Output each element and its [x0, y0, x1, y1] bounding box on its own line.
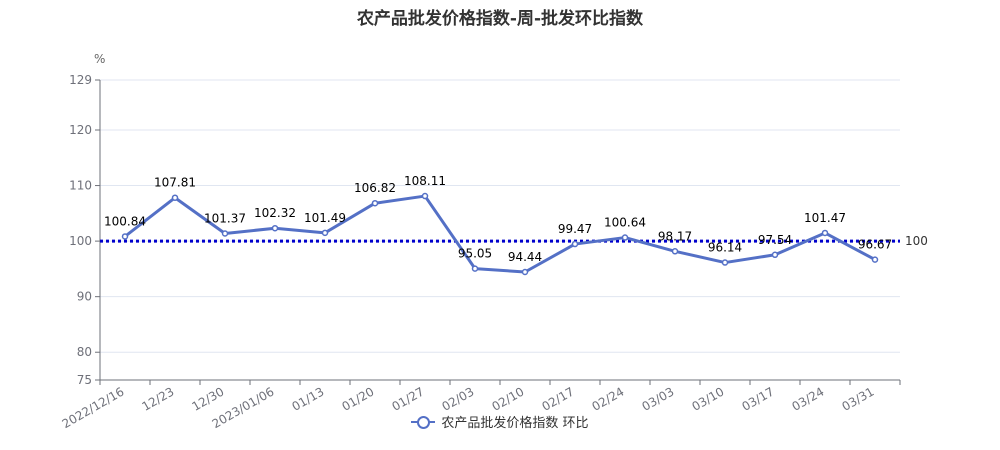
data-label: 96.14 [708, 241, 742, 255]
x-tick-label: 01/20 [340, 384, 377, 413]
data-label: 100.64 [604, 216, 646, 230]
x-tick-label: 12/23 [140, 384, 177, 413]
legend-label: 农产品批发价格指数 环比 [441, 416, 589, 431]
x-tick-label: 12/30 [190, 384, 227, 413]
x-tick-label: 03/03 [640, 384, 677, 413]
data-point [121, 233, 129, 240]
data-label: 108.11 [404, 174, 446, 188]
data-point [221, 230, 229, 237]
data-point [821, 229, 829, 237]
x-tick-label: 03/10 [690, 384, 727, 413]
data-point [471, 265, 479, 272]
data-point [771, 251, 779, 259]
data-point [721, 259, 729, 266]
data-point [521, 268, 529, 276]
y-tick-label: 80 [77, 345, 92, 359]
data-point [421, 192, 429, 200]
data-label: 107.81 [154, 176, 196, 190]
reference-line-group: 100 [100, 234, 928, 248]
x-tick-label: 01/27 [390, 384, 427, 413]
reference-line-label: 100 [905, 234, 928, 248]
series-line [124, 194, 876, 274]
y-axis-unit: % [94, 52, 106, 66]
x-tick-label: 01/13 [290, 384, 327, 413]
y-tick-label: 110 [69, 179, 92, 193]
data-label: 101.49 [304, 211, 346, 225]
x-tick-label: 03/24 [790, 384, 827, 413]
data-point [571, 240, 579, 248]
data-point [871, 256, 879, 263]
data-label: 98.17 [658, 229, 692, 243]
data-label: 94.44 [508, 250, 542, 264]
x-tick-label: 02/17 [540, 384, 577, 413]
data-label: 106.82 [354, 181, 396, 195]
data-label: 96.67 [858, 238, 892, 252]
data-point [621, 234, 629, 241]
data-label: 95.05 [458, 247, 492, 261]
x-tick-label: 02/03 [440, 384, 477, 413]
legend[interactable]: 农产品批发价格指数 环比 [0, 412, 1000, 431]
series-group [121, 192, 879, 276]
x-tick-label: 03/17 [740, 384, 777, 413]
y-tick-label: 100 [69, 234, 92, 248]
data-point [671, 248, 679, 255]
x-tick-label: 03/31 [840, 384, 877, 413]
chart-title: 农产品批发价格指数-周-批发环比指数 [356, 9, 644, 29]
data-point [321, 229, 329, 237]
y-tick-label: 90 [77, 290, 92, 304]
y-tick-label: 120 [69, 123, 92, 137]
y-tick-label: 129 [69, 73, 92, 87]
data-label: 102.32 [254, 206, 296, 220]
data-labels: 100.84 107.81 101.37 102.32 101.49 106.82 108.… [104, 174, 892, 264]
x-tick-label: 02/24 [590, 384, 627, 413]
y-tick-label: 75 [77, 373, 92, 387]
data-label: 100.84 [104, 214, 146, 228]
x-tick-label: 02/10 [490, 384, 527, 413]
data-point [271, 224, 279, 232]
data-point [171, 194, 179, 201]
data-point [371, 199, 379, 207]
data-label: 97.54 [758, 233, 792, 247]
legend-line-icon [411, 415, 436, 429]
data-label: 101.47 [804, 211, 846, 225]
data-label: 101.37 [204, 212, 246, 226]
data-label: 99.47 [558, 222, 592, 236]
